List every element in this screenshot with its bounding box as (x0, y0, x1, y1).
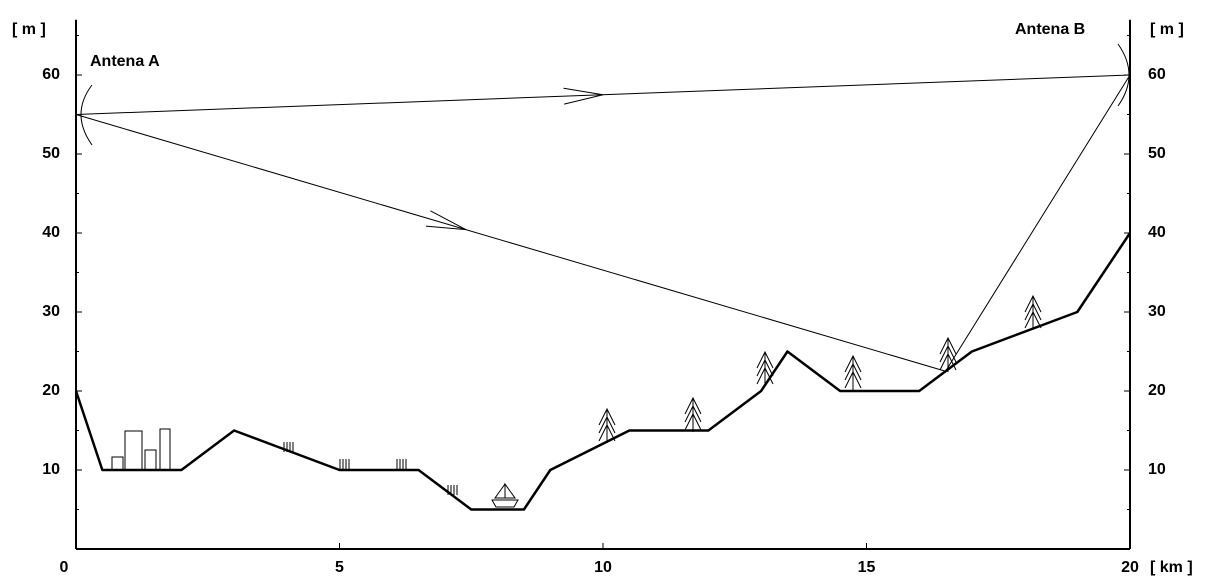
y-tick-label: 10 (42, 461, 60, 478)
y2-tick-label: 30 (1148, 303, 1166, 320)
line (76, 233, 1130, 510)
y-tick-label: 20 (42, 382, 60, 399)
y2-axis-label: [ m ] (1150, 21, 1184, 38)
y-axis-label: [ m ] (12, 21, 46, 38)
chart: [ m ] [ m ] [ km ] Antena A Antena B 10 2… (0, 0, 1209, 581)
grass (340, 459, 349, 469)
y-tick-label: 50 (42, 145, 60, 162)
y2-tick-label: 50 (1148, 145, 1166, 162)
arrowhead (426, 211, 466, 230)
annotation: Antena B (1015, 21, 1085, 38)
line (76, 75, 1130, 371)
building (160, 429, 170, 470)
x-tick-label: 15 (858, 559, 876, 576)
building (112, 457, 123, 470)
x-tick-label: 10 (594, 559, 612, 576)
tree (845, 356, 861, 390)
page: {"chart_data": {"type": "line", "x": [0,… (0, 0, 1209, 581)
y2-tick-label: 10 (1148, 461, 1166, 478)
x-tick-label: 5 (335, 559, 344, 576)
decorations (81, 44, 1129, 507)
building (125, 431, 142, 470)
y-tick-label: 40 (42, 224, 60, 241)
boat (492, 484, 518, 507)
x-tick-label: 0 (60, 559, 69, 576)
grass (397, 459, 406, 469)
x-tick-label: 20 (1121, 559, 1139, 576)
building (145, 450, 156, 470)
x-axis-label: [ km ] (1150, 559, 1193, 576)
y2-tick-label: 20 (1148, 382, 1166, 399)
y-tick-label: 30 (42, 303, 60, 320)
y-tick-label: 60 (42, 66, 60, 83)
y2-tick-label: 40 (1148, 224, 1166, 241)
tree (1025, 296, 1041, 330)
annotation: Antena A (90, 53, 160, 70)
tree (757, 352, 773, 386)
y2-tick-label: 60 (1148, 66, 1166, 83)
antenna-a (81, 85, 92, 145)
tree (685, 398, 701, 432)
